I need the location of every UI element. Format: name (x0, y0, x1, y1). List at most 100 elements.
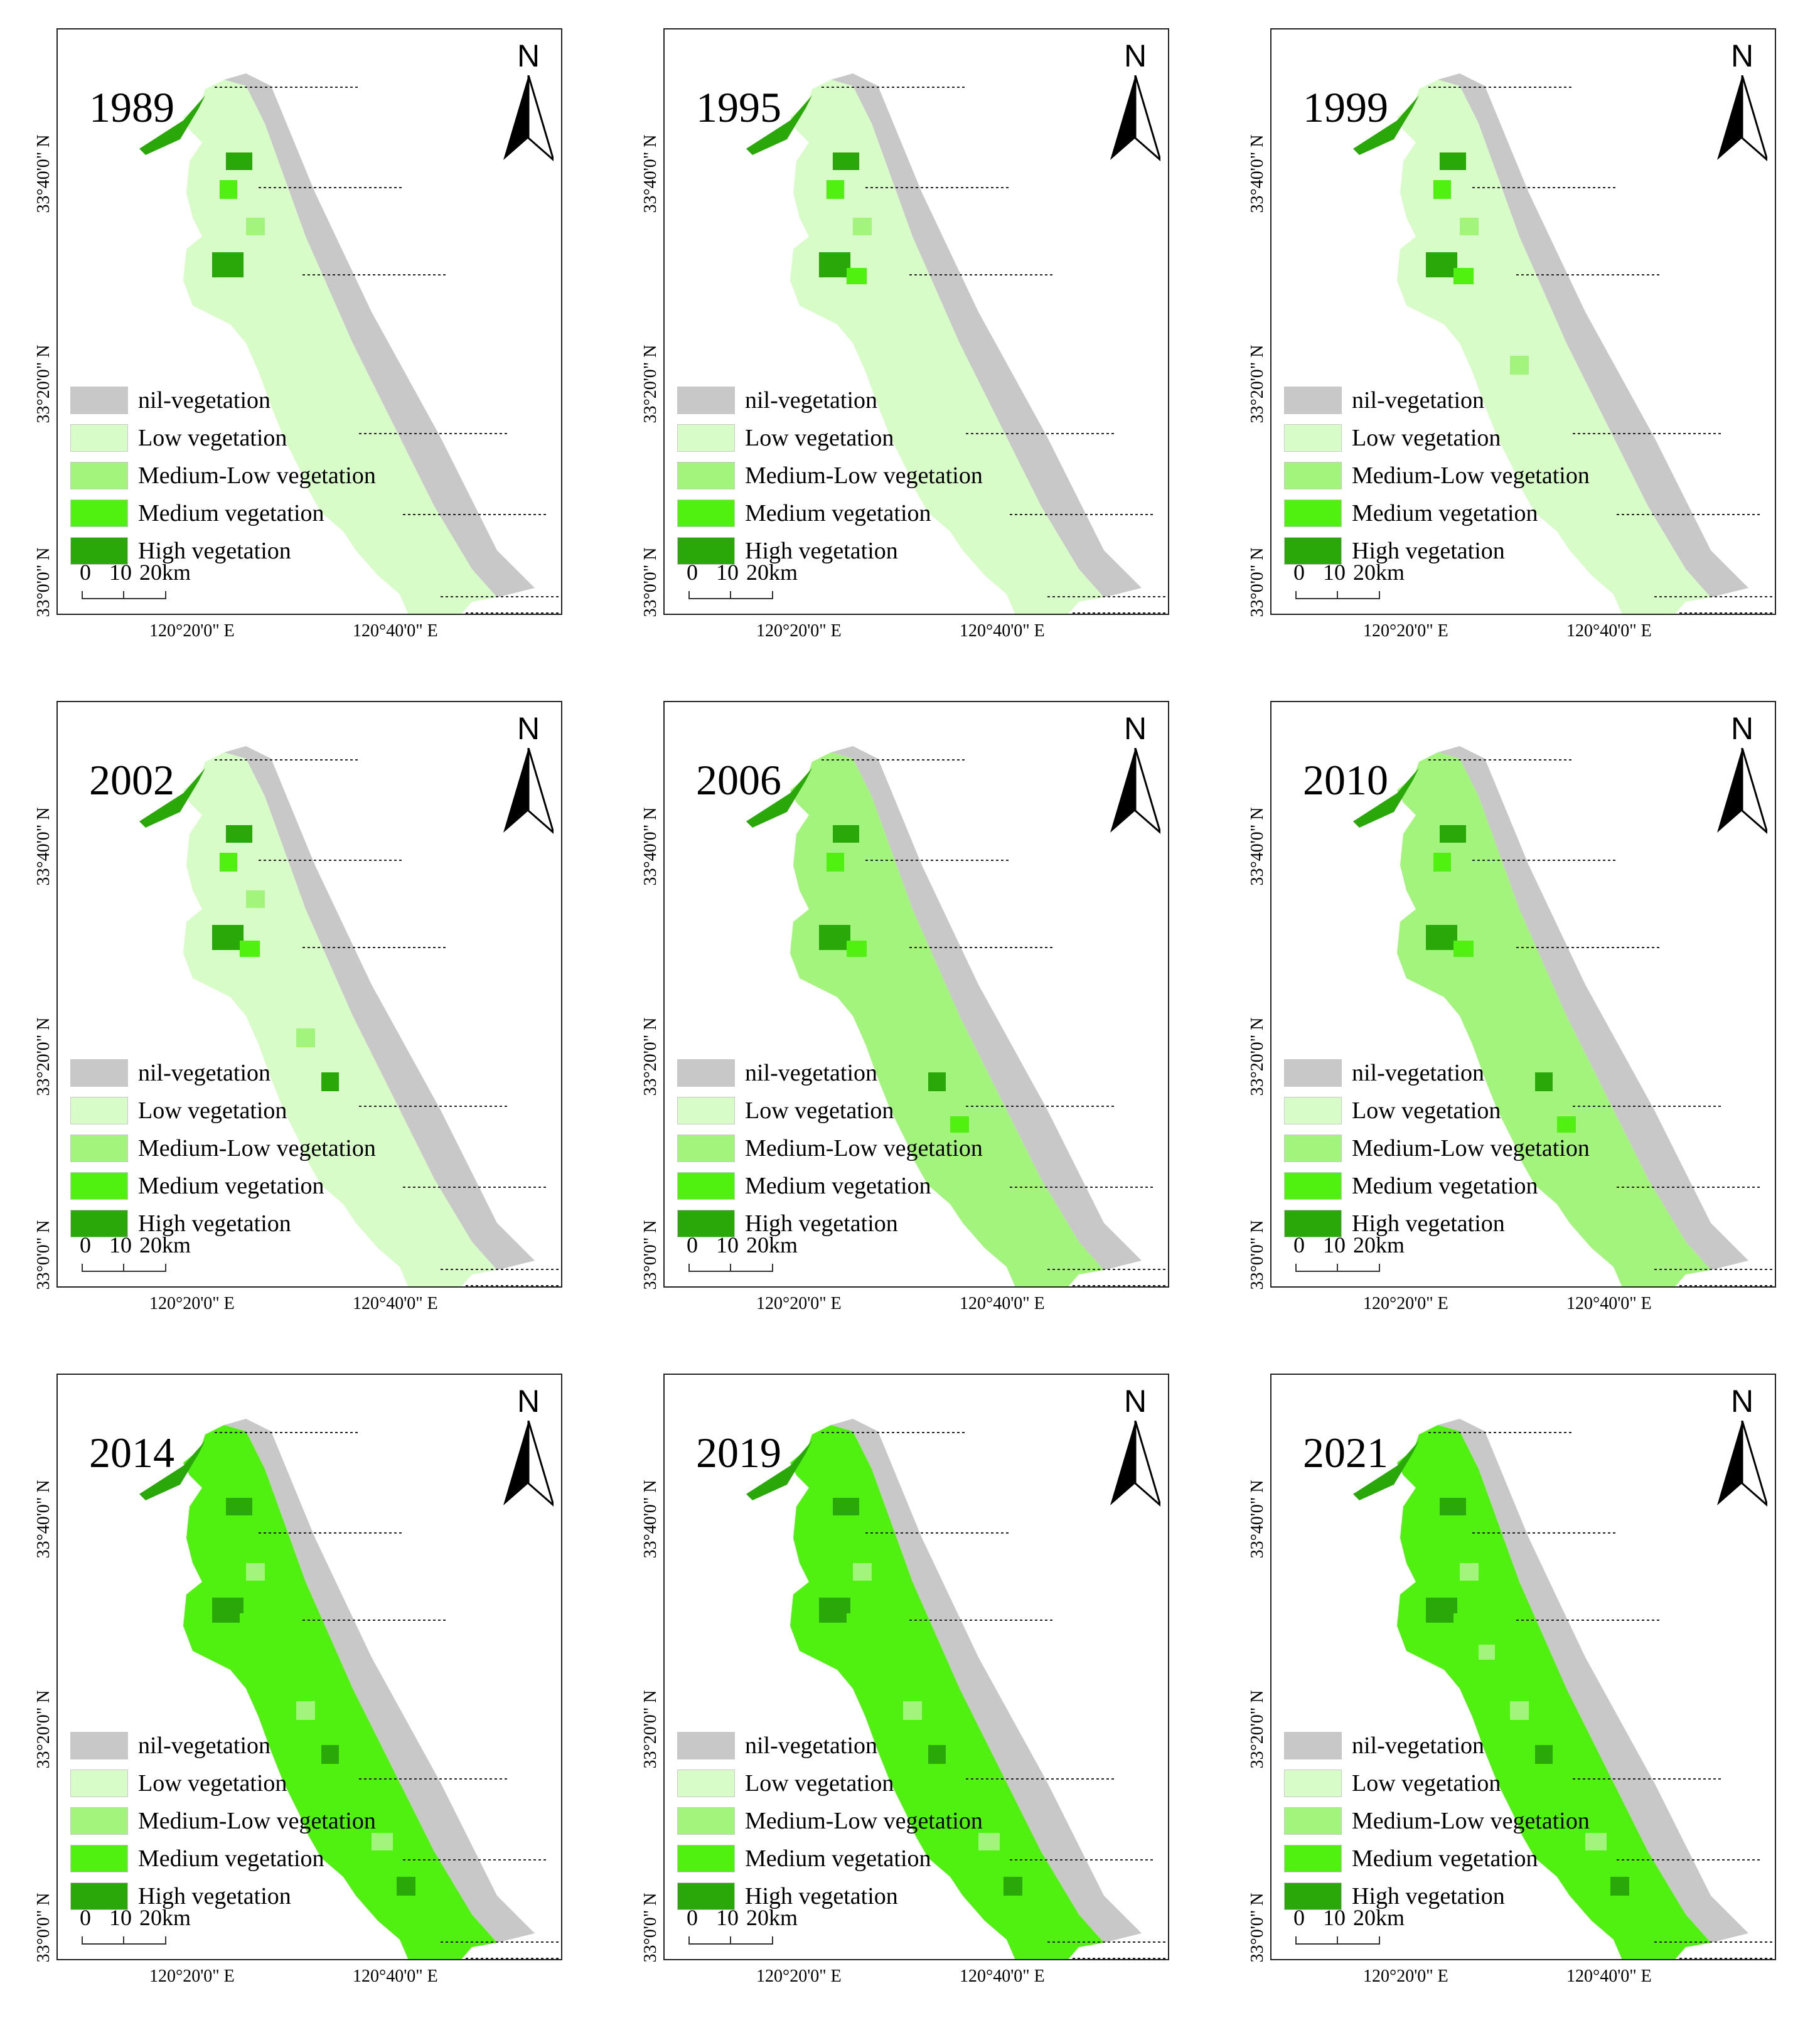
vegetation-patch (950, 1789, 969, 1805)
scale-tick-label: 20km (746, 560, 798, 585)
vegetated-area (183, 80, 497, 614)
north-arrow-icon: N (1711, 1384, 1774, 1516)
vegetation-patch (1610, 1877, 1629, 1896)
longitude-label: 120°40'0" E (1566, 1967, 1652, 1986)
legend-label: High vegetation (138, 538, 291, 564)
legend-swatch (1284, 387, 1342, 414)
vegetated-area (183, 752, 497, 1286)
legend-swatch (70, 1097, 128, 1124)
latitude-label: 33°40'0" N (641, 807, 660, 886)
legend-swatch (70, 424, 128, 452)
longitude-label: 120°20'0" E (1363, 1294, 1448, 1313)
vegetation-patch (1460, 890, 1479, 908)
legend-label: Medium-Low vegetation (745, 1808, 983, 1834)
latitude-label: 33°40'0" N (34, 807, 53, 886)
scale-tick-label: 0 (1293, 1905, 1305, 1930)
scale-tick-label: 0 (1293, 560, 1305, 585)
legend-swatch (1284, 1059, 1342, 1087)
vegetation-map (139, 746, 561, 1286)
legend-label: Low vegetation (1352, 425, 1501, 451)
latitude-label: 33°0'0" N (34, 547, 53, 617)
scale-tick-label: 20km (1353, 1905, 1405, 1930)
legend-label: Medium vegetation (745, 1173, 931, 1199)
scale-tick-label: 20km (139, 560, 191, 585)
high-vegetation-spit (139, 768, 205, 828)
vegetated-area (1397, 80, 1711, 614)
legend-label: Medium vegetation (1352, 1845, 1538, 1872)
latitude-label: 33°40'0" N (641, 1480, 660, 1559)
vegetation-map (746, 73, 1168, 614)
latitude-label: 33°20'0" N (1248, 1017, 1267, 1096)
legend-label: High vegetation (745, 1883, 898, 1909)
north-label: N (1123, 711, 1147, 746)
north-arrow-icon: N (1711, 39, 1774, 171)
legend-label: Medium-Low vegetation (1352, 1808, 1590, 1834)
vegetation-patch (226, 1498, 252, 1515)
high-vegetation-spit (1353, 1441, 1419, 1500)
vegetation-patch (220, 1525, 237, 1544)
legend-label: Medium-Low vegetation (1352, 462, 1590, 489)
vegetation-patch (1453, 268, 1474, 284)
vegetation-map (746, 746, 1168, 1286)
legend-swatch (1284, 1770, 1342, 1797)
vegetation-patch (978, 1833, 1000, 1850)
nil-vegetation-area (1438, 1419, 1748, 1943)
vegetation-patch (1510, 1701, 1529, 1720)
legend-label: Low vegetation (745, 1770, 894, 1796)
vegetation-patch (240, 941, 260, 957)
latitude-label: 33°0'0" N (1248, 1220, 1267, 1290)
vegetation-patch (1433, 180, 1451, 199)
scale-bar: 0 10 20km (70, 1905, 196, 1955)
legend-label: nil-vegetation (1352, 1060, 1485, 1086)
legend-label: nil-vegetation (138, 1732, 271, 1759)
legend-label: nil-vegetation (1352, 1732, 1485, 1759)
legend-label: Medium vegetation (138, 1845, 324, 1872)
scale-bar: 0 10 20km (677, 1232, 803, 1283)
longitude-label: 120°20'0" E (149, 1967, 235, 1986)
latitude-label: 33°40'0" N (34, 1480, 53, 1559)
vegetation-patch (1510, 1028, 1529, 1047)
year-label: 2006 (696, 756, 781, 804)
latitude-label: 33°20'0" N (641, 1690, 660, 1769)
scale-tick-label: 10 (1323, 560, 1346, 585)
vegetation-patch (372, 1833, 393, 1850)
legend-swatch (677, 1172, 735, 1200)
scale-tick-label: 20km (139, 1232, 191, 1257)
scale-bar: 0 10 20km (70, 560, 196, 610)
legend-label: High vegetation (1352, 538, 1505, 564)
legend-swatch (677, 387, 735, 414)
latitude-label: 33°20'0" N (34, 1690, 53, 1769)
vegetation-patch (847, 1613, 867, 1630)
vegetation-patch (903, 1701, 922, 1720)
year-label: 2014 (89, 1429, 174, 1476)
scale-tick-label: 10 (1323, 1905, 1346, 1930)
north-arrow-icon: N (1711, 712, 1774, 843)
scale-bar-line (82, 1936, 166, 1945)
high-vegetation-spit (139, 1441, 205, 1500)
legend-swatch (1284, 1210, 1342, 1237)
vegetation-patch (296, 1028, 315, 1047)
legend-swatch (70, 1845, 128, 1872)
vegetation-patch (1453, 941, 1474, 957)
vegetation-patch (397, 1877, 415, 1896)
scale-bar-line (82, 591, 166, 599)
north-label: N (1123, 38, 1147, 73)
legend-swatch (1284, 1732, 1342, 1759)
legend-label: Low vegetation (1352, 1770, 1501, 1796)
longitude-label: 120°20'0" E (149, 621, 235, 641)
legend-label: nil-vegetation (745, 1732, 878, 1759)
legend-swatch (70, 1732, 128, 1759)
legend-label: Medium-Low vegetation (138, 1808, 376, 1834)
high-vegetation-spit (746, 95, 812, 155)
scale-tick-label: 10 (109, 560, 132, 585)
vegetation-patch (321, 1745, 339, 1764)
legend-label: High vegetation (745, 538, 898, 564)
vegetation-patch (819, 252, 850, 277)
longitude-label: 120°20'0" E (756, 1967, 842, 1986)
legend-label: Medium-Low vegetation (1352, 1135, 1590, 1161)
vegetation-patch (950, 1116, 969, 1133)
scale-bar-line (1295, 1264, 1380, 1272)
